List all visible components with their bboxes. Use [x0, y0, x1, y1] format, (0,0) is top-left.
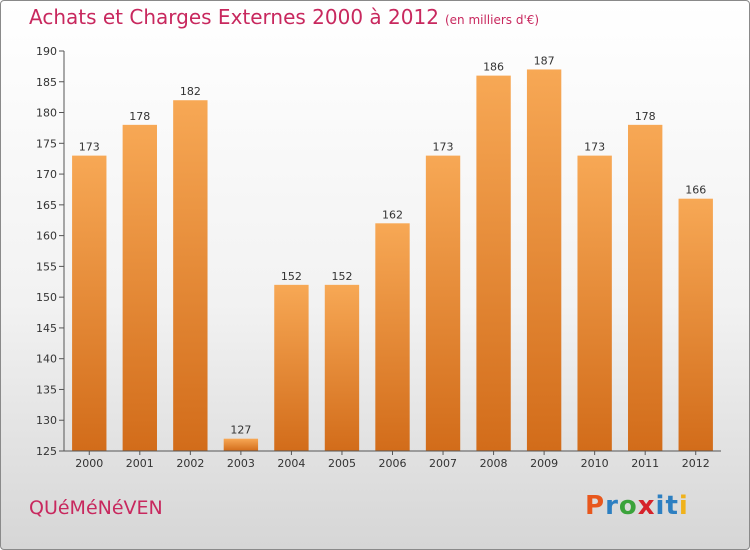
x-tick-label: 2008 [480, 457, 508, 470]
bar-2009 [526, 69, 562, 451]
x-tick-label: 2007 [429, 457, 457, 470]
y-tick-label: 135 [36, 383, 57, 396]
logo-letter: x [637, 491, 656, 521]
x-tick-label: 2001 [126, 457, 154, 470]
proxiti-logo[interactable]: Proxiti [585, 491, 689, 521]
bar-value-label: 186 [483, 61, 504, 74]
bar-2000 [72, 155, 107, 451]
bar-value-label: 187 [534, 54, 555, 67]
bars-group: 173 178 182 127 152 152 162 173 186 187 173 178 166 [72, 54, 713, 451]
chart-title: Achats et Charges Externes 2000 à 2012 (e… [29, 5, 539, 29]
bar-value-label: 182 [180, 85, 201, 98]
x-tick-label: 2010 [581, 457, 609, 470]
x-tick-label: 2005 [328, 457, 356, 470]
y-tick-label: 150 [36, 291, 57, 304]
bar-2008 [476, 75, 511, 451]
bar-2005 [324, 284, 360, 451]
commune-name: QUéMéNéVEN [29, 497, 163, 519]
bar-value-label: 166 [685, 184, 706, 197]
y-axis: 125 130 135 140 145 150 155 160 165 170 175 180 185 1… [36, 45, 65, 458]
y-tick-label: 190 [36, 45, 57, 58]
x-tick-label: 2006 [379, 457, 407, 470]
bar-value-label: 173 [433, 141, 454, 154]
bar-value-label: 127 [230, 424, 251, 437]
chart-title-text: Achats et Charges Externes 2000 à 2012 [29, 5, 439, 29]
bar-2010 [577, 155, 612, 451]
bar-value-label: 152 [281, 270, 302, 283]
logo-letter: t [665, 491, 679, 521]
y-tick-label: 180 [36, 107, 57, 120]
logo-letter: i [678, 491, 689, 521]
bar-value-label: 173 [79, 141, 100, 154]
bar-value-label: 178 [129, 110, 150, 123]
y-tick-label: 125 [36, 445, 57, 458]
x-tick-label: 2000 [75, 457, 103, 470]
bar-2004 [274, 284, 309, 451]
x-tick-label: 2003 [227, 457, 255, 470]
x-tick-label: 2011 [631, 457, 659, 470]
x-tick-label: 2009 [530, 457, 558, 470]
bar-2012 [678, 198, 713, 451]
bar-2007 [425, 155, 461, 451]
bar-2001 [122, 124, 157, 451]
chart-unit: (en milliers d'€) [444, 13, 540, 27]
bar-value-label: 162 [382, 208, 403, 221]
y-tick-label: 130 [36, 414, 57, 427]
x-tick-label: 2012 [682, 457, 710, 470]
bar-value-label: 178 [635, 110, 656, 123]
y-tick-label: 185 [36, 76, 57, 89]
logo-letter: r [605, 491, 619, 521]
y-tick-label: 165 [36, 199, 57, 212]
x-axis: 2000 2001 2002 2003 2004 2005 2006 2007 2008 2009… [64, 450, 721, 470]
bar-2003 [223, 438, 259, 451]
y-tick-label: 160 [36, 230, 57, 243]
bar-2011 [628, 124, 663, 451]
y-tick-label: 140 [36, 353, 57, 366]
bar-2002 [173, 100, 208, 451]
bar-2006 [375, 223, 410, 451]
bar-value-label: 152 [331, 270, 352, 283]
logo-letter: o [618, 491, 638, 521]
y-tick-label: 155 [36, 260, 57, 273]
y-tick-label: 175 [36, 137, 57, 150]
logo-letter: P [585, 491, 606, 521]
y-tick-label: 145 [36, 322, 57, 335]
y-tick-label: 170 [36, 168, 57, 181]
bar-value-label: 173 [584, 141, 605, 154]
x-tick-label: 2004 [277, 457, 305, 470]
logo-letter: i [655, 491, 666, 521]
x-tick-label: 2002 [176, 457, 204, 470]
